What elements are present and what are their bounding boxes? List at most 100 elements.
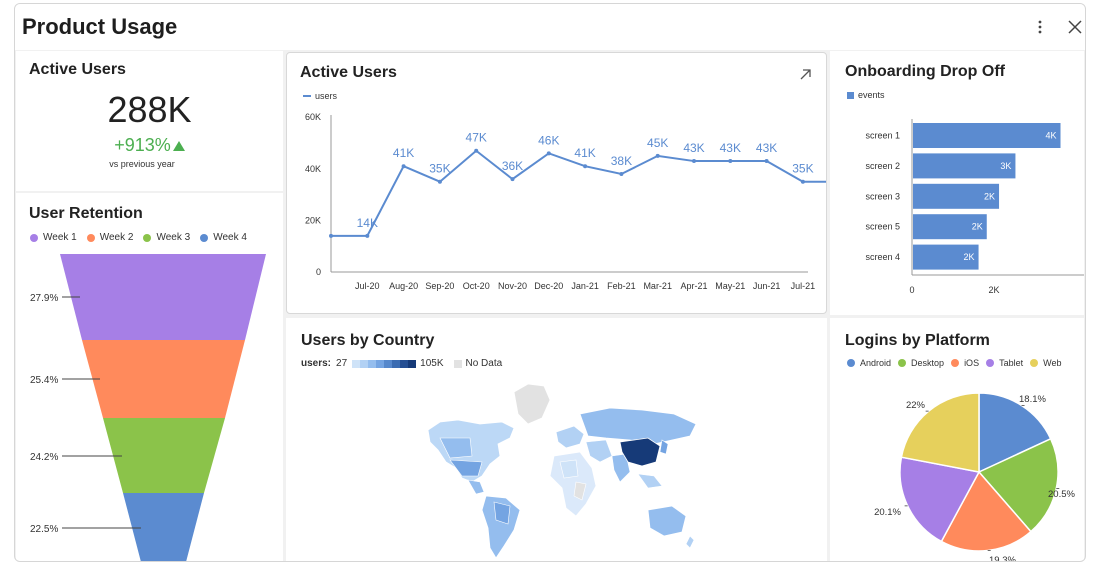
- x-tick-label: Mar-21: [643, 281, 672, 291]
- pie-data-label: 19.3%: [989, 555, 1016, 562]
- legend-label-desktop: Desktop: [911, 358, 945, 368]
- bar-screen-2: [913, 153, 1016, 179]
- legend-dot-ios: [951, 359, 960, 367]
- funnel-segment-week3[interactable]: [103, 418, 225, 493]
- legend-label-ios: iOS: [964, 358, 980, 368]
- more-options-button[interactable]: [1030, 16, 1050, 38]
- bar-data-label: 2K: [964, 252, 975, 262]
- onboarding-bar-chart: 4K screen 1 3K screen 2 2K screen 3 2K screen 5…: [865, 119, 1084, 295]
- funnel-segment-week1[interactable]: [60, 254, 266, 340]
- kpi-card[interactable]: Active Users 288K +913% vs previous year: [16, 51, 283, 191]
- funnel-segment-week4[interactable]: [123, 493, 204, 562]
- active-users-chart-card[interactable]: Active Users users 0 20K 40K 60K Jul-20 Aug-2…: [286, 52, 827, 314]
- scale-max: 105K: [420, 358, 444, 369]
- platforms-legend: Android Desktop iOS Tablet Web: [847, 358, 1061, 368]
- bar-data-label: 3K: [1000, 161, 1011, 171]
- close-icon: [1068, 20, 1082, 34]
- x-tick-label: Jun-21: [753, 281, 781, 291]
- line-data-label: 36K: [502, 159, 523, 173]
- legend-label-week1: Week 1: [43, 232, 77, 243]
- map-russia[interactable]: [579, 407, 697, 445]
- retention-title: User Retention: [29, 205, 143, 222]
- bar-category-label: screen 5: [865, 222, 900, 232]
- map-brazil[interactable]: [493, 501, 511, 525]
- pie-data-label: 18.1%: [1019, 394, 1046, 405]
- pie-data-label: 20.1%: [874, 507, 901, 518]
- active-users-legend: users: [303, 91, 337, 101]
- retention-card[interactable]: User Retention Week 1 Week 2 Week 3 Week…: [16, 193, 283, 562]
- map-new-zealand[interactable]: [685, 535, 695, 549]
- countries-title: Users by Country: [301, 332, 435, 349]
- kpi-title: Active Users: [29, 61, 126, 78]
- line-data-label: 45K: [647, 136, 668, 150]
- map-china[interactable]: [619, 437, 661, 467]
- kpi-change-row: +913%: [16, 135, 283, 156]
- countries-card[interactable]: Users by Country users: 27 105K No Data: [286, 318, 827, 561]
- bar-category-label: screen 3: [865, 191, 900, 201]
- legend-label-tablet: Tablet: [999, 358, 1024, 368]
- x-tick-label: 2K: [988, 285, 999, 295]
- x-tick-label: Feb-21: [607, 281, 636, 291]
- pie-slice-android: [978, 392, 1052, 474]
- map-united-states[interactable]: [449, 459, 483, 477]
- map-middle-east[interactable]: [585, 439, 613, 463]
- map-central-africa: [573, 481, 587, 501]
- map-australia[interactable]: [647, 505, 687, 537]
- legend-item-week2: Week 2: [86, 232, 134, 243]
- y-tick-label: 0: [316, 267, 321, 277]
- bar-screen-3: [913, 183, 1000, 209]
- legend-swatch-events: [847, 91, 854, 99]
- bar-screen-1: [913, 123, 1061, 148]
- funnel-label-week2: 25.4%: [30, 375, 58, 386]
- scale-label: users:: [301, 358, 332, 369]
- bar-data-label: 2K: [972, 222, 983, 232]
- line-data-label: 38K: [611, 154, 632, 168]
- x-tick-label: Oct-20: [463, 281, 490, 291]
- kpi-caption: vs previous year: [109, 159, 175, 169]
- map-japan[interactable]: [659, 439, 669, 455]
- kpi-value: 288K: [107, 89, 192, 130]
- expand-button[interactable]: [795, 63, 815, 85]
- dashboard-frame: Product Usage Active Users 288K +913% vs…: [14, 3, 1086, 562]
- y-tick-label: 60K: [305, 112, 321, 122]
- onboarding-card[interactable]: Onboarding Drop Off events 4K screen 1 3K s…: [830, 51, 1084, 315]
- legend-item-web: Web: [1030, 358, 1061, 368]
- bar-category-label: screen 1: [865, 131, 900, 141]
- x-tick-label: Nov-20: [498, 281, 527, 291]
- platforms-pie-chart: 18.1% 20.5% 19.3% 20.1% 22%: [874, 392, 1075, 562]
- funnel-segment-week2[interactable]: [82, 340, 245, 418]
- legend-label-week2: Week 2: [99, 232, 134, 243]
- legend-label-android: Android: [860, 358, 892, 368]
- line-data-label: 46K: [538, 133, 559, 147]
- pie-data-label: 20.5%: [1048, 489, 1075, 500]
- legend-item-desktop: Desktop: [898, 358, 944, 368]
- map-southeast-asia[interactable]: [637, 473, 663, 489]
- map-mexico[interactable]: [467, 479, 485, 495]
- funnel-label-week1: 27.9%: [30, 293, 58, 304]
- close-button[interactable]: [1065, 16, 1085, 38]
- legend-dot-week4: [200, 233, 209, 242]
- platforms-card[interactable]: Logins by Platform Android Desktop iOS T…: [830, 318, 1084, 562]
- no-data-swatch: [453, 359, 462, 368]
- legend-dot-week3: [143, 233, 152, 242]
- legend-swatch-users: [303, 95, 311, 97]
- line-point: [619, 171, 624, 176]
- dashboard-header: Product Usage: [15, 4, 1085, 50]
- legend-item-week3: Week 3: [143, 232, 190, 243]
- map-canada-central[interactable]: [439, 437, 473, 459]
- arrow-up-right-icon: [800, 68, 811, 79]
- pie-slice-web: [900, 392, 980, 473]
- bar-data-label: 2K: [984, 191, 995, 201]
- x-tick-label: Jan-21: [571, 281, 599, 291]
- line-point: [800, 179, 805, 184]
- x-tick-label: May-21: [715, 281, 745, 291]
- map-south-america[interactable]: [481, 495, 521, 559]
- line-data-label: 35K: [429, 162, 450, 176]
- legend-label-week3: Week 3: [156, 232, 191, 243]
- legend-dot-android: [847, 359, 855, 367]
- onboarding-legend: events: [847, 90, 885, 100]
- map-north-africa[interactable]: [559, 459, 579, 479]
- map-europe[interactable]: [555, 425, 585, 449]
- onboarding-title: Onboarding Drop Off: [845, 63, 1005, 80]
- line-series-users: [331, 149, 826, 237]
